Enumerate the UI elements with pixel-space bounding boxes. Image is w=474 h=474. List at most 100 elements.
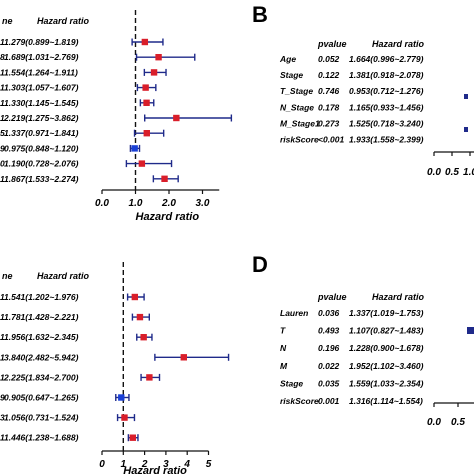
panel-b-hr-label: 0.953(0.712~1.276) [349,86,424,96]
panel-b-hr-label: 1.165(0.933~1.456) [349,102,424,112]
panel-d-variable-label: N [280,343,287,353]
panel-d-variable-label: Lauren [280,308,308,318]
panel-b-variable-label: M_Stage1 [280,118,320,128]
panel-c-hr-point [136,313,144,321]
panel-c-hr-label: 1.956(1.632~2.345) [4,332,79,342]
panel-d-hr-label: 1.559(1.033~2.354) [349,378,424,388]
panel-a-hr-label: 1.689(1.031~2.769) [4,52,79,62]
panel-b-variable-label: N_Stage [280,102,314,112]
panel-a-hr-point [150,69,158,76]
panel-c-hr-label: 2.225(1.834~2.700) [3,372,79,382]
panel-c-hr-point [180,354,187,361]
panel-d-pvalue-label: 0.035 [318,378,340,388]
panel-a-variable-label: 9 [0,143,5,153]
panel-d-pvalue-label: 0.196 [318,343,340,353]
panel-d-pvalue-label: 0.493 [318,326,340,336]
panel-c-hr-point [129,434,136,441]
panel-b-pvalue-label: 0.178 [318,102,340,112]
panel-a-x-tick-label: 2.0 [161,198,176,209]
panel-c-x-tick-label: 3 [163,459,169,470]
panel-b-variable-label: riskScore [280,135,319,145]
panel-a-variable-label: 1 [0,113,5,123]
panel-d-pvalue-label: 0.036 [318,308,340,318]
panel-a-hr-point [155,54,162,61]
panel-a-hr-label: 1.337(0.971~1.841) [4,128,79,138]
panel-c-hr-point [131,293,139,301]
panel-a-variable-label: 1 [0,37,5,47]
panel-b-letter: B [252,2,268,27]
panel-a-hr-label: 1.330(1.145~1.545) [4,98,79,108]
panel-c-x-tick-label: 4 [183,459,190,470]
panel-a-x-axis-title: Hazard ratio [136,211,200,223]
panel-b-pvalue-label: 0.273 [318,118,340,128]
panel-b-hr-header: Hazard ratio [372,39,425,49]
panel-a-variable-label: 1 [0,174,5,184]
panel-a-hr-header: Hazard ratio [37,16,90,26]
panel-c-hr-header: Hazard ratio [37,271,90,281]
panel-c-variable-label: 1 [0,332,5,342]
panel-a-hr-label: 1.190(0.728~2.076) [4,159,79,169]
panel-c-variable-label: 1 [0,352,5,362]
panel-b-ci-fragment [464,94,468,99]
panel-a-hr-point [141,38,149,46]
panel-b-hr-label: 1.381(0.918~2.078) [349,70,424,80]
panel-d-variable-label: Stage [280,378,303,388]
panel-c-variable-label: 9 [0,393,5,403]
panel-a-hr-label: 2.219(1.275~3.862) [3,113,79,123]
panel-b-pvalue-label: 0.122 [318,70,340,80]
panel-c-variable-label: 1 [0,292,5,302]
panel-d-variable-label: riskScore [280,396,319,406]
panel-a-x-tick-label: 3.0 [196,198,210,209]
panel-c-x-tick-label: 5 [206,459,212,470]
panel-b-variable-label: Age [279,54,296,64]
panel-d-pvalue-label: 0.001 [318,396,340,406]
panel-b-x-tick-label: 0.5 [445,167,459,178]
panel-a-hr-label: 1.303(1.057~1.607) [4,83,79,93]
panel-c-hr-point [118,394,125,401]
panel-a-hr-point [161,175,168,182]
panel-c-hr-label: 1.446(1.238~1.688) [4,433,79,443]
panel-c-x-tick-label: 0 [99,459,105,470]
panel-b-x-tick-label: 0.0 [427,167,441,178]
panel-a-hr-point [142,84,149,91]
panel-c-variable-header: ne [2,271,13,281]
panel-c-variable-label: 1 [0,312,5,322]
panel-a-hr-point [143,130,150,137]
panel-d-x-tick-label: 0.5 [451,417,465,428]
panel-a-variable-label: 1 [0,83,5,93]
panel-d-hr-label: 1.107(0.827~1.483) [349,326,424,336]
panel-c-variable-label: 3 [0,413,5,423]
panel-b-pvalue-label: <0.001 [318,135,345,145]
panel-b-pvalue-label: 0.052 [318,54,340,64]
panel-c-x-tick-label: 2 [141,459,148,470]
panel-b-pvalue-label: 0.746 [318,86,340,96]
panel-a-hr-point [138,160,146,167]
panel-b-ci-fragment [464,127,468,132]
panel-d-hr-header: Hazard ratio [372,292,425,302]
panel-c-hr-label: 1.781(1.428~2.221) [4,312,79,322]
panel-a-variable-label: 1 [0,67,5,77]
panel-a-hr-label: 0.975(0.848~1.120) [4,143,79,153]
panel-c-hr-point [121,414,128,421]
panel-a-x-tick-label: 0.0 [95,198,109,209]
panel-d-pvalue-header: pvalue [317,292,347,302]
panel-a-variable-label: 8 [0,52,5,62]
panel-a-variable-label: 1 [0,98,5,108]
panel-a-hr-point [131,145,138,152]
panel-a-hr-label: 1.554(1.264~1.911) [4,67,78,77]
panel-d-pvalue-label: 0.022 [318,361,340,371]
panel-b-pvalue-header: pvalue [317,39,347,49]
panel-a-hr-label: 1.867(1.533~2.274) [4,174,79,184]
panel-c-variable-label: 1 [0,372,5,382]
panel-a-hr-point [143,99,150,106]
panel-c-hr-label: 3.840(2.482~5.942) [4,352,79,362]
panel-d-hr-label: 1.316(1.114~1.554) [349,396,423,406]
panel-c-hr-label: 0.905(0.647~1.265) [4,393,79,403]
panel-d-hr-label: 1.228(0.900~1.678) [349,343,424,353]
panel-a-variable-header: ne [2,16,13,26]
panel-d-variable-label: M [280,361,288,371]
panel-d-hr-label: 1.337(1.019~1.753) [349,308,424,318]
panel-c-hr-point [140,334,147,341]
panel-a-variable-label: 0 [0,159,5,169]
